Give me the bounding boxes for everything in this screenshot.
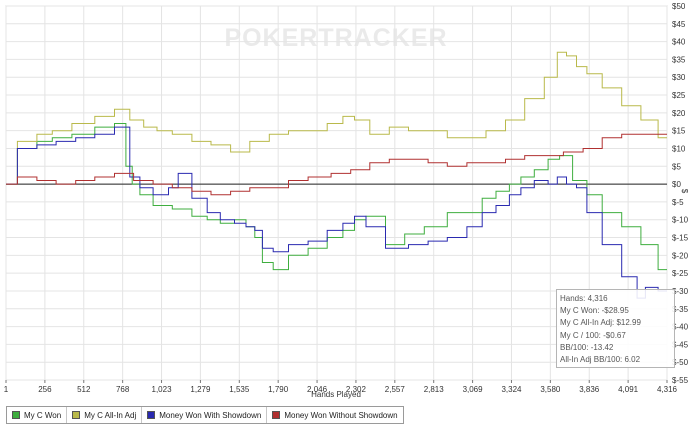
y-tick-label: $-50 bbox=[672, 358, 689, 367]
x-tick-label: 4,091 bbox=[618, 385, 639, 394]
grid-lines bbox=[5, 5, 668, 381]
y-tick-label: $-20 bbox=[672, 251, 689, 260]
legend-item-without-showdown[interactable]: Money Won Without Showdown bbox=[267, 407, 402, 423]
tooltip-bb-100: BB/100: -13.42 bbox=[560, 342, 614, 352]
y-tick-label: $40 bbox=[672, 38, 686, 47]
x-tick-label: 2,302 bbox=[346, 385, 367, 394]
y-tick-label: $10 bbox=[672, 144, 686, 153]
y-tick-label: $0 bbox=[672, 180, 681, 189]
x-tick-label: 4,316 bbox=[657, 385, 678, 394]
tooltip-c-per-100: My C / 100: -$0.67 bbox=[560, 330, 626, 340]
legend-swatch-icon bbox=[272, 411, 281, 419]
x-tick-label: 2,046 bbox=[307, 385, 328, 394]
legend-label: Money Won Without Showdown bbox=[284, 410, 398, 420]
y-tick-label: $25 bbox=[672, 91, 686, 100]
tooltip-c-allin-adj: My C All-In Adj: $12.99 bbox=[560, 318, 641, 328]
x-tick-label: 1,535 bbox=[229, 385, 250, 394]
tooltip-allin-bb-100: All-In Adj BB/100: 6.02 bbox=[560, 354, 641, 364]
y-tick-label: $15 bbox=[672, 127, 686, 136]
x-tick-label: 256 bbox=[38, 385, 52, 394]
series-line-0 bbox=[6, 123, 667, 271]
legend-item-with-showdown[interactable]: Money Won With Showdown bbox=[142, 407, 268, 423]
y-tick-label: $-35 bbox=[672, 305, 689, 314]
series-lines bbox=[6, 51, 667, 299]
y-tick-label: $20 bbox=[672, 109, 686, 118]
tooltip-c-won: My C Won: -$28.95 bbox=[560, 306, 629, 316]
y-tick-label: $-10 bbox=[672, 216, 689, 225]
y-tick-label: $-45 bbox=[672, 340, 689, 349]
y-tick-label: $50 bbox=[672, 2, 686, 11]
x-tick-label: 3,069 bbox=[463, 385, 484, 394]
legend-item-my-c-allin-adj[interactable]: My C All-In Adj bbox=[67, 407, 143, 423]
legend-label: My C Won bbox=[24, 410, 62, 420]
x-tick-label: 512 bbox=[77, 385, 91, 394]
x-tick-label: 3,580 bbox=[540, 385, 561, 394]
legend-label: My C All-In Adj bbox=[84, 410, 137, 420]
x-tick-label: 3,324 bbox=[501, 385, 522, 394]
x-tick-label: 1,279 bbox=[190, 385, 211, 394]
y-tick-label: $30 bbox=[672, 73, 686, 82]
x-tick-label: 768 bbox=[116, 385, 130, 394]
series-line-1 bbox=[6, 51, 667, 185]
y-tick-label: $-5 bbox=[672, 198, 684, 207]
y-tick-label: $-15 bbox=[672, 234, 689, 243]
x-tick-label: 1,790 bbox=[268, 385, 289, 394]
tooltip-hands: Hands: 4,316 bbox=[560, 294, 608, 303]
y-axis-title: $ bbox=[680, 189, 689, 194]
y-tick-label: $35 bbox=[672, 55, 686, 64]
x-tick-label: 2,557 bbox=[385, 385, 406, 394]
y-tick-label: $45 bbox=[672, 20, 686, 29]
y-tick-label: $-55 bbox=[672, 376, 689, 385]
x-axis-title: Hands Played bbox=[311, 390, 361, 399]
y-tick-label: $-30 bbox=[672, 287, 689, 296]
x-tick-label: 3,836 bbox=[579, 385, 600, 394]
x-axis: 1 256 512 768 1,023 1,279 1,535 1,790 2,046 2,302… bbox=[4, 380, 678, 394]
legend: My C Won My C All-In Adj Money Won With … bbox=[6, 406, 404, 424]
y-axis: $50 $45 $40 $35 $30 $25 $20 $15 $10 $5 $0 $-5 $-10 $-… bbox=[672, 2, 689, 385]
watermark: POKERTRACKER bbox=[224, 24, 447, 52]
legend-item-my-c-won[interactable]: My C Won bbox=[7, 407, 68, 423]
x-tick-label: 2,813 bbox=[424, 385, 445, 394]
y-tick-label: $-25 bbox=[672, 269, 689, 278]
y-tick-label: $-40 bbox=[672, 323, 689, 332]
series-line-2 bbox=[6, 126, 667, 299]
x-tick-label: 1 bbox=[4, 385, 9, 394]
legend-swatch-icon bbox=[72, 411, 81, 419]
series-line-3 bbox=[6, 133, 667, 196]
hover-tooltip: Hands: 4,316 My C Won: -$28.95 My C All-… bbox=[556, 289, 675, 368]
x-tick-label: 1,023 bbox=[152, 385, 173, 394]
y-tick-label: $5 bbox=[672, 162, 681, 171]
legend-label: Money Won With Showdown bbox=[159, 410, 262, 420]
legend-swatch-icon bbox=[147, 411, 156, 419]
legend-swatch-icon bbox=[12, 411, 20, 419]
